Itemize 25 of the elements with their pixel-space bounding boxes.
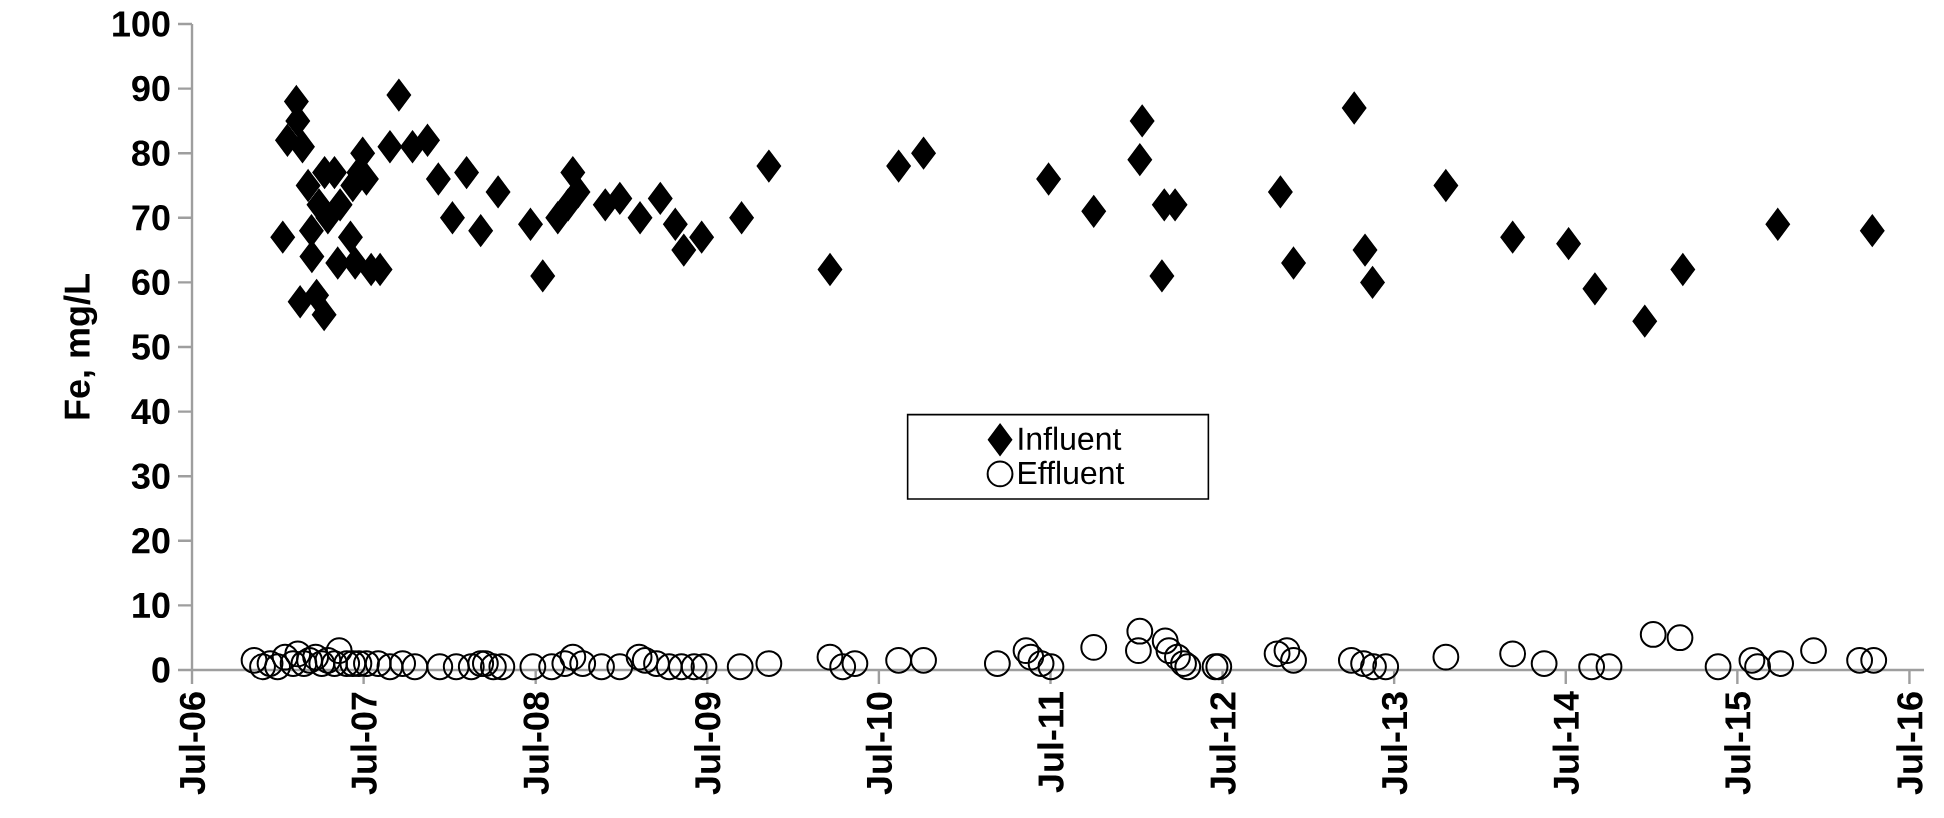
legend-label: Effluent: [1019, 460, 1125, 485]
y-tick-label: 60: [132, 269, 170, 296]
x-tick-label: Jul-10: [865, 692, 893, 795]
legend-label: Influent: [1019, 426, 1122, 451]
y-tick-label: 50: [132, 334, 170, 360]
x-tick-label: Jul-15: [1724, 692, 1751, 795]
x-tick-label: Jul-12: [1209, 692, 1236, 795]
y-tick-label: 40: [131, 398, 170, 425]
x-tick-label: Jul-16: [1896, 692, 1923, 795]
y-tick-label: 90: [132, 75, 170, 102]
x-tick-label: Jul-06: [178, 692, 206, 795]
y-tick-label: 100: [113, 11, 170, 37]
x-tick-label: Jul-14: [1552, 691, 1579, 795]
y-tick-label: 20: [132, 528, 170, 554]
y-tick-label: 30: [131, 463, 170, 489]
y-tick-label: 80: [132, 140, 170, 166]
y-axis-title: Fe, mg/L: [63, 274, 98, 419]
y-tick-label: 10: [133, 592, 170, 619]
y-tick-label: 70: [132, 205, 170, 231]
y-tick-label: 0: [152, 657, 170, 683]
x-tick-label: Jul-07: [350, 692, 377, 795]
x-tick-label: Jul-08: [522, 692, 549, 795]
x-tick-label: Jul-11: [1037, 692, 1064, 793]
x-tick-label: Jul-09: [694, 692, 721, 795]
x-tick-label: Jul-13: [1380, 692, 1408, 795]
